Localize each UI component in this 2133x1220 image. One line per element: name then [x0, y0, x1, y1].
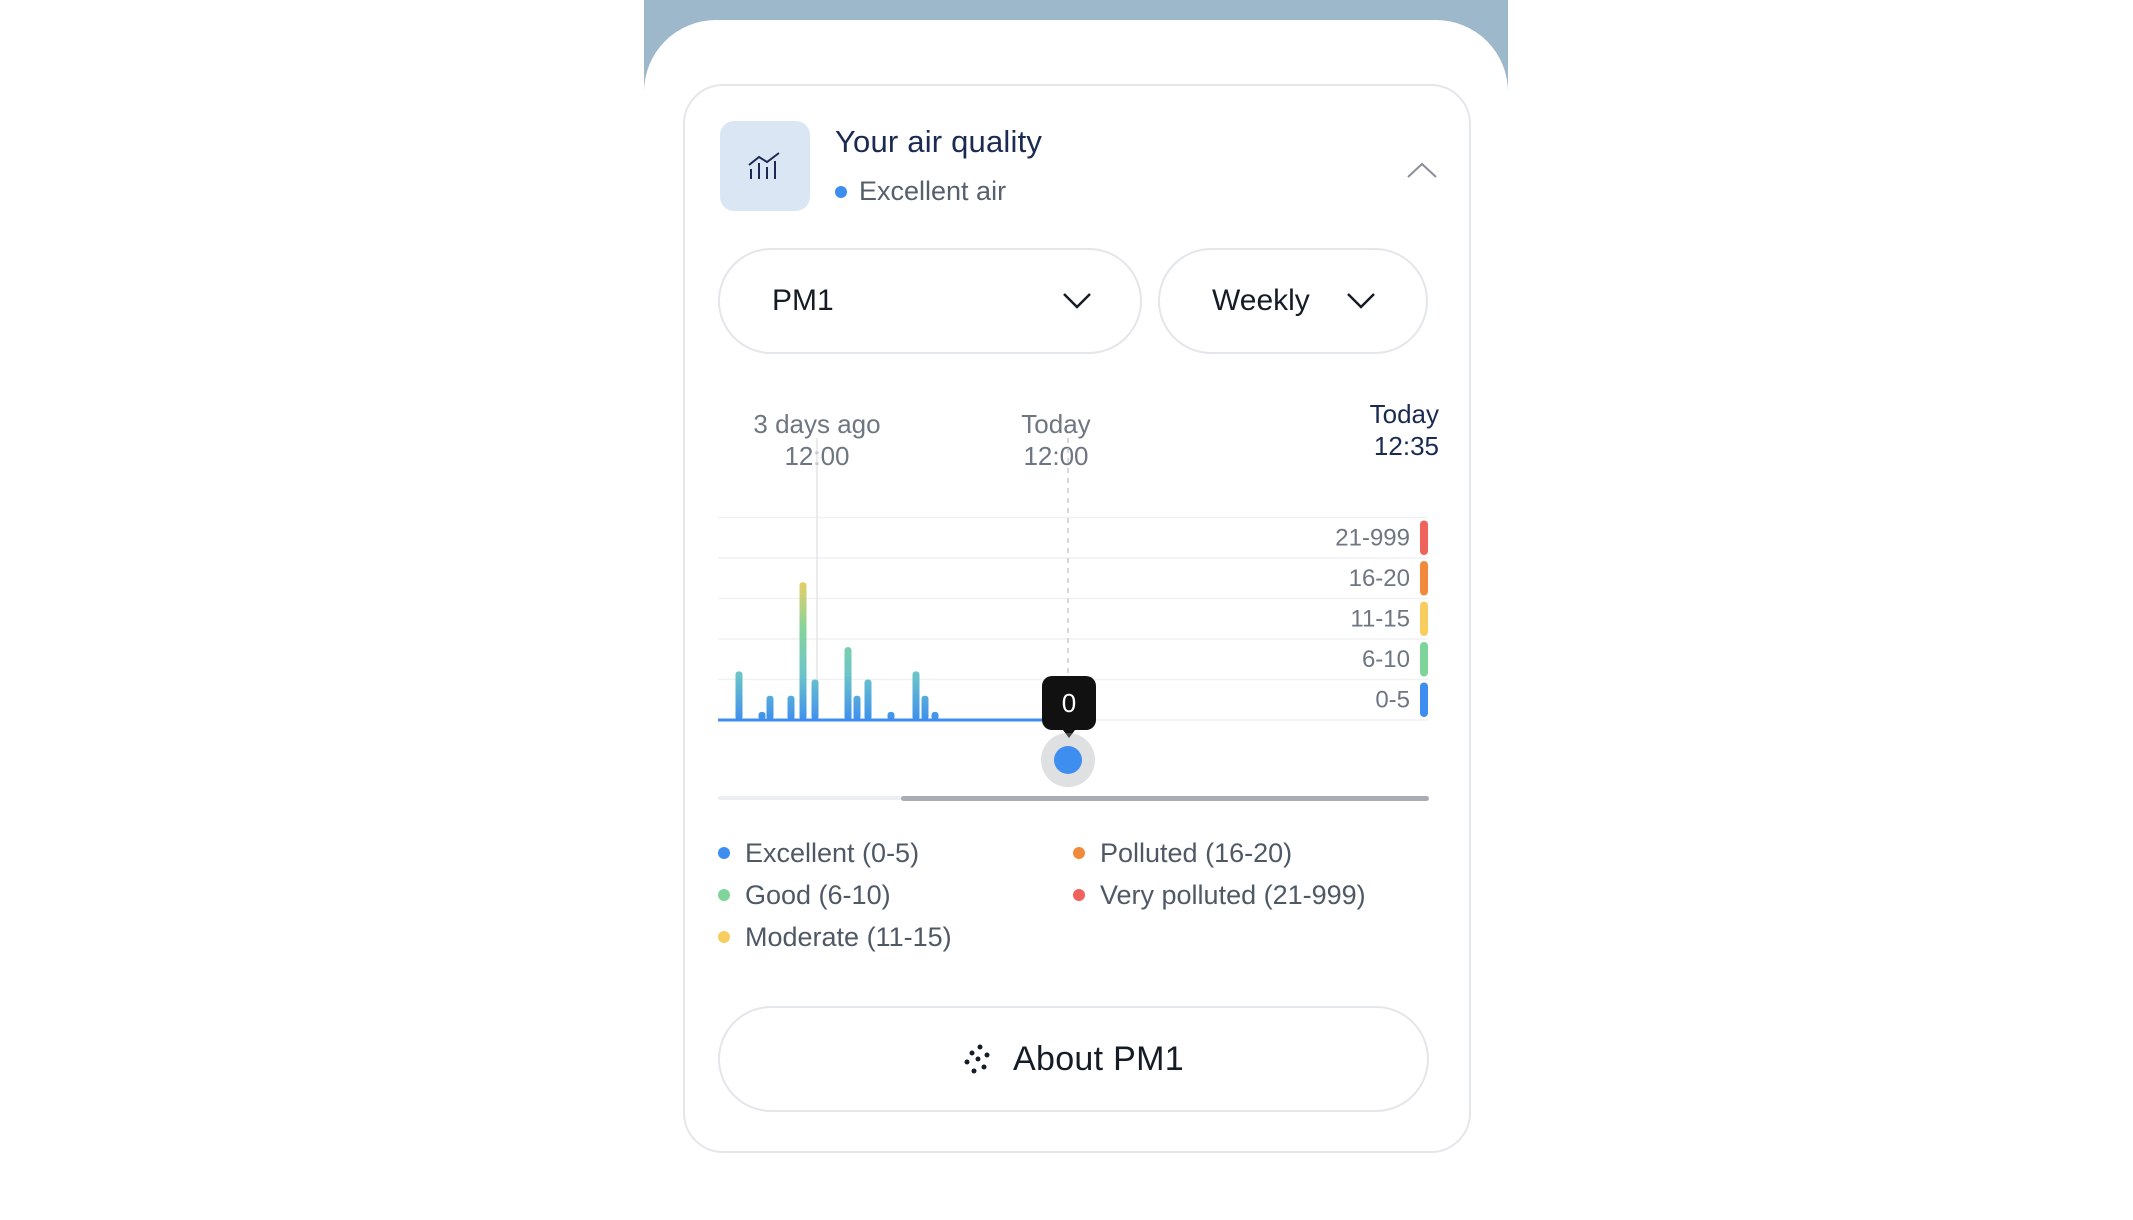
value-tooltip: 0 — [1042, 676, 1096, 738]
air-quality-card: Your air quality Excellent air PM1 Weekl… — [683, 84, 1471, 1153]
legend-label: Very polluted (21-999) — [1100, 879, 1366, 910]
chart-bar — [811, 679, 819, 720]
legend-dot — [1073, 847, 1085, 859]
about-pm1-button[interactable]: About PM1 — [718, 1006, 1429, 1112]
chart-bar — [799, 582, 807, 720]
y-band-color-bar — [1420, 642, 1428, 677]
chart-bar — [758, 711, 766, 720]
y-band-color-bar — [1420, 601, 1428, 636]
legend-dot — [1073, 889, 1085, 901]
legend-label: Moderate (11-15) — [745, 921, 952, 952]
chart-cursor-handle[interactable] — [1054, 746, 1082, 774]
y-band-label: 6-10 — [1362, 646, 1410, 673]
metric-select-value: PM1 — [772, 284, 834, 317]
legend-label: Excellent (0-5) — [745, 837, 920, 868]
legend-item-very-polluted: Very polluted (21-999) — [1073, 874, 1366, 916]
y-band-label: 21-999 — [1335, 525, 1410, 552]
air-quality-chart[interactable]: 21-999 16-20 11-15 6-10 0-5 — [685, 86, 1473, 826]
y-band-label: 11-15 — [1350, 606, 1410, 633]
metric-select[interactable]: PM1 — [718, 248, 1142, 354]
legend-column-left: Excellent (0-5) Good (6-10) Moderate (11… — [718, 832, 952, 958]
chevron-up-icon — [1407, 162, 1437, 178]
chart-bar — [887, 711, 895, 720]
status-text: Excellent air — [859, 176, 1007, 206]
current-time-hour: 12:35 — [1373, 431, 1439, 461]
y-band-label: 16-20 — [1349, 565, 1410, 592]
chevron-down-icon — [1063, 293, 1091, 309]
y-band-color-bar — [1420, 561, 1428, 596]
period-select-value: Weekly — [1212, 284, 1310, 317]
chart-trend-icon — [720, 121, 810, 211]
particles-icon — [964, 1044, 990, 1074]
chart-bar — [735, 671, 743, 720]
chevron-down-icon — [1347, 293, 1375, 309]
card-title: Your air quality — [835, 124, 1043, 159]
time-label-day: Today — [1021, 409, 1091, 439]
legend-item-excellent: Excellent (0-5) — [718, 832, 952, 874]
legend-item-moderate: Moderate (11-15) — [718, 916, 952, 958]
y-band-color-bar — [1420, 520, 1428, 555]
tooltip-value: 0 — [1061, 687, 1077, 718]
legend-column-right: Polluted (16-20) Very polluted (21-999) — [1073, 832, 1366, 916]
chart-bar — [921, 695, 929, 720]
chart-bar — [853, 695, 861, 720]
current-time-day: Today — [1369, 399, 1439, 429]
chart-bar — [931, 711, 939, 720]
status-dot — [835, 185, 847, 198]
time-label-day: 3 days ago — [753, 409, 881, 439]
chart-bar — [912, 671, 920, 720]
y-band-label: 0-5 — [1375, 687, 1410, 714]
legend-dot — [718, 847, 730, 859]
about-button-label: About PM1 — [1013, 1039, 1184, 1078]
current-time-label: Today 12:35 — [1370, 398, 1439, 462]
status-indicator: Excellent air — [835, 176, 1006, 207]
legend-item-good: Good (6-10) — [718, 874, 952, 916]
y-band-color-bar — [1420, 682, 1428, 717]
chart-bar — [766, 695, 774, 720]
legend-label: Polluted (16-20) — [1100, 837, 1293, 868]
period-select[interactable]: Weekly — [1158, 248, 1428, 354]
legend-dot — [718, 931, 730, 943]
legend-item-polluted: Polluted (16-20) — [1073, 832, 1366, 874]
time-label-hour: 12:00 — [1023, 441, 1089, 471]
chart-bar — [787, 695, 795, 720]
time-label-today-noon: Today 12:00 — [966, 408, 1146, 472]
chart-bar — [864, 679, 872, 720]
chart-bar — [844, 647, 852, 720]
time-label-3-days-ago: 3 days ago 12:00 — [727, 408, 907, 472]
legend-dot — [718, 889, 730, 901]
collapse-button[interactable] — [1400, 148, 1444, 192]
legend-label: Good (6-10) — [745, 879, 891, 910]
chart-scroll-thumb[interactable] — [901, 796, 1429, 801]
